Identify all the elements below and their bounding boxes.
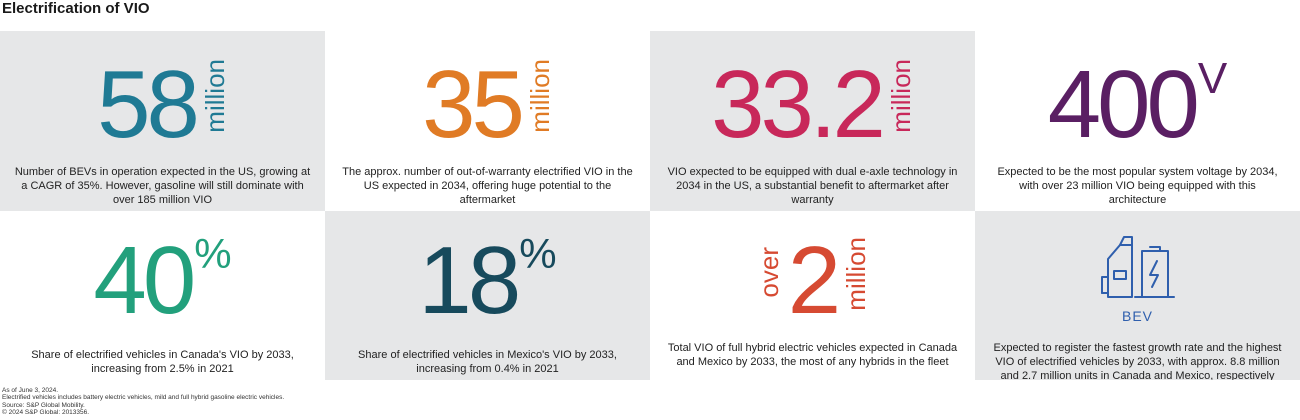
- stat-number: 40: [93, 227, 196, 334]
- stat-card-dual-e-axle: 33.2 million VIO expected to be equipped …: [650, 31, 975, 211]
- stat-description: Share of electrified vehicles in Mexico'…: [358, 349, 617, 375]
- stat-prefix: over: [753, 247, 784, 298]
- stat-description: The approx. number of out-of-warranty el…: [342, 166, 633, 206]
- stat-value-18-percent: 18%: [325, 233, 650, 329]
- stat-value-35-million: 35 million: [325, 57, 650, 153]
- stat-unit: million: [199, 59, 230, 133]
- stat-card-out-of-warranty: 35 million The approx. number of out-of-w…: [325, 31, 650, 211]
- stat-number: 33.2: [711, 51, 886, 158]
- stat-card-bev-growth: BEV Expected to register the fastest gro…: [975, 211, 1300, 380]
- stat-description: Number of BEVs in operation expected in …: [14, 166, 311, 206]
- stat-number: 2: [787, 227, 841, 334]
- stat-description: VIO expected to be equipped with dual e-…: [667, 166, 958, 206]
- bev-icon-group: BEV: [975, 231, 1300, 324]
- footnote-date: As of June 3, 2024.: [2, 387, 59, 394]
- stat-card-full-hybrid: over2 million Total VIO of full hybrid el…: [650, 211, 975, 380]
- stat-number: 400: [1047, 51, 1200, 158]
- stat-number: 18: [418, 227, 521, 334]
- stat-description: Share of electrified vehicles in Canada'…: [31, 349, 294, 375]
- stat-unit: million: [885, 59, 916, 133]
- stat-card-canada-share: 40% Share of electrified vehicles in Can…: [0, 211, 325, 380]
- page-title: Electrification of VIO: [2, 0, 150, 17]
- stat-description: Total VIO of full hybrid electric vehicl…: [667, 342, 958, 368]
- stat-number: 35: [422, 51, 525, 158]
- stat-value-33-2-million: 33.2 million: [650, 57, 975, 153]
- footnote-definition: Electrified vehicles includes battery el…: [2, 394, 285, 402]
- stat-unit: %: [519, 230, 557, 277]
- footnote-copyright: © 2024 S&P Global: 2013356.: [2, 409, 90, 417]
- stat-description: Expected to register the fastest growth …: [993, 342, 1282, 380]
- stat-value-400v: 400V: [975, 57, 1300, 153]
- stat-value-40-percent: 40%: [0, 233, 325, 329]
- stat-card-mexico-share: 18% Share of electrified vehicles in Mex…: [325, 211, 650, 380]
- stats-grid: 58 million Number of BEVs in operation ex…: [0, 31, 1300, 380]
- stat-card-system-voltage: 400V Expected to be the most popular sys…: [975, 31, 1300, 211]
- stat-unit: V: [1197, 54, 1228, 103]
- stat-value-over-2-million: over2 million: [650, 233, 975, 329]
- stat-description: Expected to be the most popular system v…: [997, 166, 1278, 206]
- footnotes: As of June 3, 2024. Electrified vehicles…: [2, 387, 284, 417]
- stat-number: 58: [97, 51, 200, 158]
- ev-charger-battery-icon: [1100, 236, 1175, 298]
- stat-unit: million: [841, 237, 872, 311]
- stat-unit: %: [194, 230, 232, 277]
- bev-label: BEV: [1121, 308, 1153, 324]
- stat-unit: million: [524, 59, 555, 133]
- stat-value-58-million: 58 million: [0, 57, 325, 153]
- footnote-source: Source: S&P Global Mobility.: [2, 401, 85, 409]
- stat-card-bev-operation: 58 million Number of BEVs in operation ex…: [0, 31, 325, 211]
